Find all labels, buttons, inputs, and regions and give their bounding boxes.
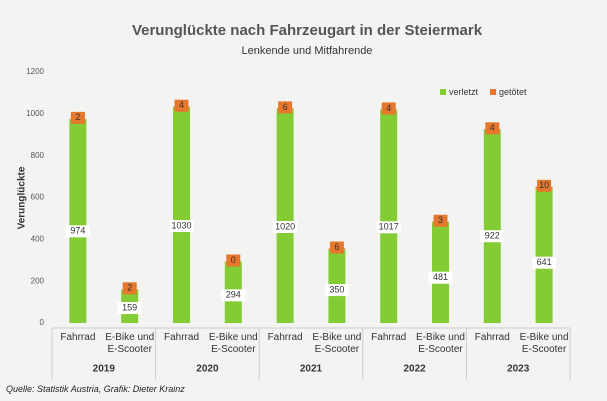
bar-segment [173, 107, 190, 323]
y-axis-title: Verunglückte [17, 166, 28, 229]
x-tick-label: E-Bike und E-Scooter [519, 332, 569, 355]
value-label: 350 [329, 284, 344, 294]
legend-swatch [440, 89, 446, 95]
value-label-box [169, 220, 194, 233]
value-label-box [480, 230, 505, 243]
legend-label: verletzt [449, 87, 479, 97]
value-label: 2 [75, 112, 80, 122]
value-label-box [433, 214, 448, 227]
group-label: 2022 [403, 364, 426, 375]
value-label: 0 [231, 255, 236, 265]
group-label: 2023 [507, 364, 530, 375]
value-label-box [278, 101, 293, 114]
y-tick-label: 0 [40, 318, 45, 327]
y-tick-label: 200 [31, 276, 45, 285]
value-label: 2 [127, 283, 132, 293]
bar-segment [483, 130, 501, 323]
value-label: 3 [438, 215, 443, 225]
value-label: 4 [490, 123, 495, 133]
x-tick-label: Fahrrad [163, 332, 199, 343]
value-label-box [376, 221, 401, 234]
bar-segment [276, 109, 294, 324]
bar-segment [380, 110, 398, 323]
x-tick-label: E-Bike und E-Scooter [312, 332, 362, 355]
value-label: 1030 [171, 220, 191, 230]
y-tick-label: 1000 [26, 109, 44, 118]
value-label-box [174, 99, 189, 112]
value-label: 4 [386, 103, 391, 113]
bar-segment [69, 119, 87, 323]
value-label: 159 [122, 302, 137, 312]
value-label: 294 [226, 290, 241, 300]
x-tick-label: E-Bike und E-Scooter [208, 332, 258, 355]
value-label: 6 [334, 242, 339, 252]
value-label-box [537, 179, 552, 192]
value-label-box [381, 102, 396, 115]
x-tick-label: Fahrrad [60, 332, 96, 343]
value-label-box [65, 225, 90, 238]
x-tick-label: Fahrrad [371, 332, 407, 343]
value-label-box [428, 271, 453, 284]
value-label: 974 [70, 226, 85, 236]
value-label-box [221, 289, 246, 302]
value-label-box [485, 122, 500, 135]
value-label: 6 [283, 102, 288, 112]
value-label: 10 [539, 180, 549, 190]
value-label: 4 [179, 100, 184, 110]
chart-subtitle: Lenkende und Mitfahrende [242, 45, 373, 57]
value-label-box [226, 254, 241, 267]
y-tick-label: 400 [31, 234, 45, 243]
group-label: 2020 [196, 364, 219, 375]
value-label: 481 [433, 272, 448, 282]
legend-label: getötet [499, 87, 527, 97]
value-label-box [122, 282, 137, 295]
x-tick-label: Fahrrad [267, 332, 303, 343]
value-label-box [532, 256, 557, 269]
y-tick-label: 1200 [26, 67, 44, 76]
value-label-box [117, 302, 142, 315]
value-label: 1017 [379, 222, 399, 232]
value-label-box [70, 111, 85, 124]
y-tick-label: 800 [31, 151, 45, 160]
value-label: 641 [537, 257, 552, 267]
chart-title: Verunglückte nach Fahrzeugart in der Ste… [132, 22, 483, 39]
source: Quelle: Statistik Austria, Grafik: Diete… [6, 384, 185, 394]
value-label-box [329, 241, 344, 254]
value-label-box [273, 220, 298, 233]
x-tick-label: Fahrrad [474, 332, 510, 343]
group-label: 2021 [300, 364, 323, 375]
value-label: 1020 [275, 221, 295, 231]
value-label: 922 [485, 231, 500, 241]
x-tick-label: E-Bike und E-Scooter [105, 332, 155, 355]
legend-swatch [490, 89, 496, 95]
x-tick-label: E-Bike und E-Scooter [416, 332, 465, 355]
bar-segment [535, 188, 553, 323]
value-label-box [324, 284, 349, 297]
group-label: 2019 [93, 364, 116, 375]
y-tick-label: 600 [31, 193, 45, 202]
